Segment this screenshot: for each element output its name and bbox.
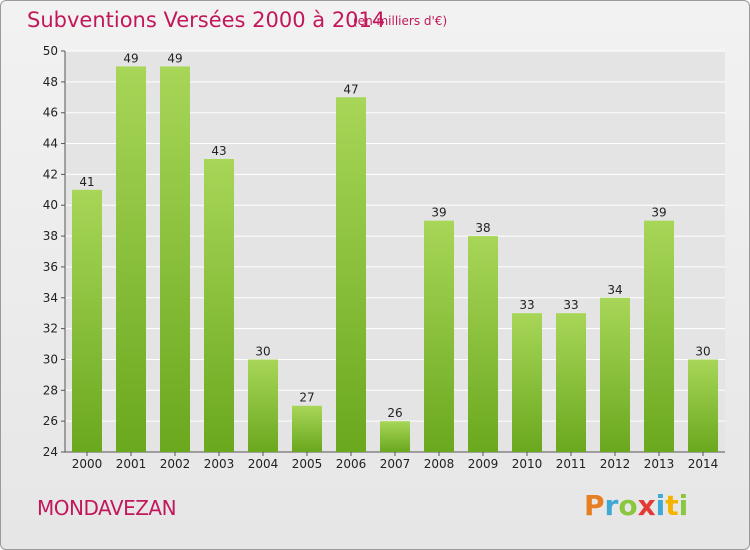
bar	[468, 236, 498, 452]
logo-letter: i	[655, 489, 666, 522]
bar-value-label: 47	[343, 82, 358, 96]
commune-name: MONDAVEZAN	[37, 496, 177, 520]
x-tick-label: 2000	[72, 457, 103, 471]
bar-value-label: 33	[519, 298, 534, 312]
logo-letter: x	[637, 489, 656, 522]
y-tick-label: 46	[43, 106, 58, 120]
bar-value-label: 38	[475, 221, 490, 235]
x-tick-label: 2010	[512, 457, 543, 471]
y-tick-label: 30	[43, 352, 58, 366]
bar	[600, 297, 630, 452]
x-tick-label: 2013	[644, 457, 675, 471]
y-tick-label: 44	[43, 137, 58, 151]
y-tick-label: 28	[43, 383, 58, 397]
bar-value-label: 26	[387, 406, 402, 420]
x-tick-label: 2014	[688, 457, 719, 471]
bar	[248, 359, 278, 452]
bar-value-label: 33	[563, 298, 578, 312]
bar-value-label: 34	[607, 283, 622, 297]
logo-letter: P	[584, 489, 605, 522]
bar-value-label: 39	[651, 206, 666, 220]
x-tick-label: 2003	[204, 457, 235, 471]
y-tick-label: 48	[43, 75, 58, 89]
bar-value-label: 49	[167, 51, 182, 65]
bar	[424, 220, 454, 452]
bar-value-label: 39	[431, 206, 446, 220]
bar	[380, 421, 410, 452]
y-tick-label: 36	[43, 260, 58, 274]
chart-unit: (en milliers d'€)	[353, 14, 448, 28]
x-tick-label: 2012	[600, 457, 631, 471]
logo-letter: t	[665, 489, 679, 522]
bar-value-label: 49	[123, 51, 138, 65]
bar	[688, 359, 718, 452]
y-tick-label: 38	[43, 229, 58, 243]
logo-letter: r	[604, 489, 619, 522]
y-tick-label: 34	[43, 291, 58, 305]
x-tick-label: 2009	[468, 457, 499, 471]
y-tick-label: 50	[43, 44, 58, 58]
bar	[644, 220, 674, 452]
logo-letter: o	[618, 489, 638, 522]
x-tick-label: 2007	[380, 457, 411, 471]
bar-value-label: 30	[695, 344, 710, 358]
y-tick-label: 40	[43, 198, 58, 212]
bar	[336, 97, 366, 453]
x-tick-label: 2005	[292, 457, 323, 471]
bar-value-label: 27	[299, 391, 314, 405]
x-tick-label: 2011	[556, 457, 587, 471]
bar	[512, 313, 542, 452]
x-tick-label: 2001	[116, 457, 147, 471]
bar-value-label: 30	[255, 344, 270, 358]
bar	[204, 158, 234, 452]
y-tick-label: 32	[43, 322, 58, 336]
x-tick-label: 2004	[248, 457, 279, 471]
x-tick-label: 2006	[336, 457, 367, 471]
bar	[556, 313, 586, 452]
y-tick-label: 42	[43, 167, 58, 181]
logo-letter: i	[678, 489, 689, 522]
x-tick-label: 2002	[160, 457, 191, 471]
bar	[292, 405, 322, 452]
chart-title: Subventions Versées 2000 à 2014	[27, 8, 386, 32]
proxiti-logo: Proxiti	[584, 489, 688, 522]
bar	[72, 189, 102, 453]
x-tick-label: 2008	[424, 457, 455, 471]
y-tick-label: 26	[43, 414, 58, 428]
bar-value-label: 43	[211, 144, 226, 158]
y-tick-label: 24	[43, 445, 58, 459]
bar	[160, 66, 190, 452]
bar	[116, 66, 146, 452]
bar-value-label: 41	[79, 175, 94, 189]
